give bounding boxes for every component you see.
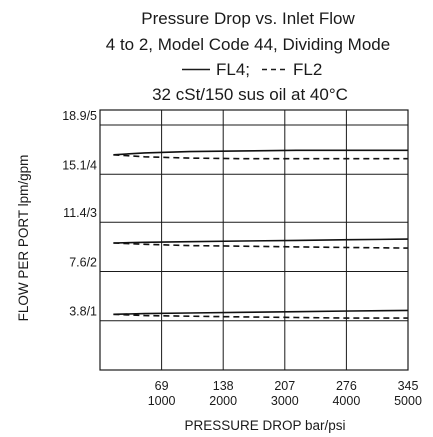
chart-condition: 32 cSt/150 sus oil at 40°C <box>152 85 348 104</box>
y-tick-labels: 3.8/1 7.6/2 11.4/3 15.1/4 18.9/5 <box>62 109 97 319</box>
legend-solid-label: FL4; <box>216 60 250 79</box>
legend-dash-label: FL2 <box>293 60 322 79</box>
x-axis-label: PRESSURE DROP bar/psi <box>184 418 345 433</box>
chart-title-line-2: 4 to 2, Model Code 44, Dividing Mode <box>106 35 390 54</box>
series-line-fl4-2 <box>113 238 409 244</box>
y-axis-label: FLOW PER PORT lpm/gpm <box>16 155 31 322</box>
x-tick-label-bar: 207 <box>274 379 295 393</box>
series-layer <box>113 149 409 319</box>
legend: FL4; FL2 <box>182 60 322 79</box>
chart-title-line-1: Pressure Drop vs. Inlet Flow <box>141 9 355 28</box>
plot-frame <box>99 109 409 371</box>
y-tick-label: 3.8/1 <box>69 305 97 319</box>
x-tick-label-bar: 138 <box>213 379 234 393</box>
plot-border <box>99 109 409 371</box>
series-line-fl4-0 <box>113 309 409 316</box>
x-tick-label-psi: 5000 <box>394 394 422 408</box>
x-tick-label-psi: 4000 <box>332 394 360 408</box>
series-line-fl2-5 <box>113 154 408 160</box>
series-line-fl4-4 <box>113 149 408 156</box>
x-tick-label-bar: 276 <box>336 379 357 393</box>
y-tick-label: 15.1/4 <box>62 158 97 172</box>
x-tick-label-bar: 345 <box>398 379 419 393</box>
series-line-fl2-3 <box>113 242 409 249</box>
y-tick-label: 11.4/3 <box>63 206 97 220</box>
x-tick-label-psi: 3000 <box>271 394 299 408</box>
series-line-fl2-1 <box>113 313 408 319</box>
y-tick-label: 18.9/5 <box>62 109 97 123</box>
x-tick-label-bar: 69 <box>155 379 169 393</box>
y-tick-label: 7.6/2 <box>69 255 97 269</box>
x-tick-label-psi: 1000 <box>148 394 176 408</box>
x-tick-label-psi: 2000 <box>209 394 237 408</box>
